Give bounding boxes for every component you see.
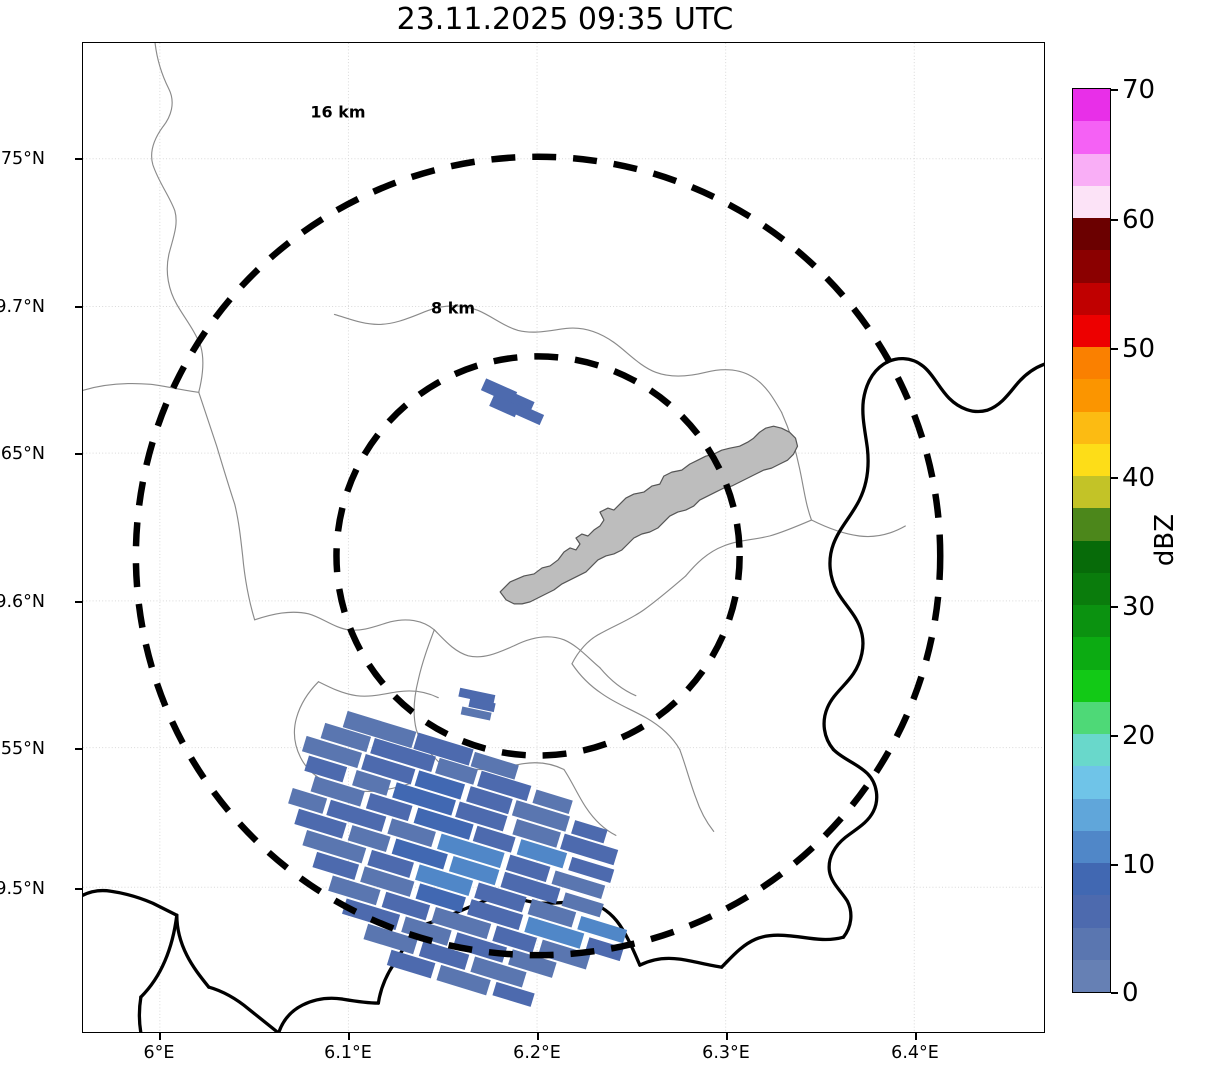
colorbar-band [1073,927,1110,961]
radar-echo-cells [288,378,628,1007]
xtick-label-6-4: 6.4°E [891,1043,939,1063]
colorbar-band [1073,637,1110,671]
map-canvas [83,43,1044,1032]
ytick-label-49-6: 49.6°N [0,592,45,612]
cbtick-mark-30 [1111,606,1118,608]
colorbar-band [1073,669,1110,703]
cbtick-mark-50 [1111,348,1118,350]
cbtick-label-20: 20 [1122,721,1156,751]
colorbar-band [1073,766,1110,800]
cbtick-label-40: 40 [1122,463,1156,493]
xtick-label-6-3: 6.3°E [702,1043,750,1063]
ytick-mark-3 [75,601,82,603]
colorbar-band [1073,605,1110,638]
colorbar-band [1073,798,1110,832]
ytick-label-49-5: 49.5°N [0,879,45,899]
colorbar-band [1073,830,1110,864]
colorbar[interactable] [1072,88,1111,993]
colorbar-band [1073,185,1110,219]
map-plot-area[interactable]: 16 km 8 km [82,42,1045,1033]
colorbar-band [1073,89,1110,122]
xtick-mark-3 [726,1033,728,1040]
range-ring-label-8km: 8 km [430,298,476,318]
cbtick-mark-60 [1111,219,1118,221]
xtick-mark-1 [348,1033,350,1040]
colorbar-band [1073,379,1110,413]
cbtick-label-0: 0 [1122,978,1139,1008]
colorbar-band [1073,476,1110,509]
colorbar-band [1073,895,1110,929]
cbtick-mark-0 [1111,992,1118,994]
xtick-label-6-2: 6.2°E [513,1043,561,1063]
xtick-label-6: 6°E [143,1043,175,1063]
page-title: 23.11.2025 09:35 UTC [396,2,734,37]
xtick-label-6-1: 6.1°E [324,1043,372,1063]
colorbar-band [1073,153,1110,187]
colorbar-band [1073,443,1110,477]
cbtick-mark-40 [1111,477,1118,479]
colorbar-band [1073,959,1110,992]
cbtick-label-30: 30 [1122,592,1156,622]
colorbar-band [1073,121,1110,155]
cbtick-label-10: 10 [1122,850,1156,880]
colorbar-band [1073,701,1110,735]
colorbar-axis-label: dBZ [1150,513,1180,567]
colorbar-band [1073,347,1110,380]
cbtick-label-60: 60 [1122,205,1156,235]
colorbar-band [1073,314,1110,348]
ytick-mark-0 [75,158,82,160]
ytick-label-49-65: 49.65°N [0,444,45,464]
range-rings [132,153,944,959]
ytick-mark-1 [75,306,82,308]
colorbar-band [1073,218,1110,251]
ytick-mark-4 [75,748,82,750]
range-ring-8km [333,353,743,759]
colorbar-band [1073,282,1110,316]
ytick-label-49-7: 49.7°N [0,297,45,317]
ytick-mark-2 [75,453,82,455]
range-ring-label-16km: 16 km [310,102,366,122]
ytick-label-49-75: 49.75°N [0,149,45,169]
cbtick-mark-20 [1111,735,1118,737]
ytick-mark-5 [75,888,82,890]
colorbar-band [1073,250,1110,284]
colorbar-band [1073,863,1110,896]
cbtick-label-50: 50 [1122,334,1156,364]
urban-area-polygon [499,425,799,605]
ytick-label-49-55: 49.55°N [0,739,45,759]
colorbar-band [1073,734,1110,767]
xtick-mark-0 [159,1033,161,1040]
xtick-mark-2 [537,1033,539,1040]
colorbar-band [1073,572,1110,606]
cbtick-mark-10 [1111,864,1118,866]
colorbar-band [1073,411,1110,445]
colorbar-band [1073,540,1110,574]
cbtick-label-70: 70 [1122,75,1156,105]
cbtick-mark-70 [1111,89,1118,91]
range-ring-16km [132,153,944,959]
xtick-mark-4 [915,1033,917,1040]
colorbar-band [1073,508,1110,542]
